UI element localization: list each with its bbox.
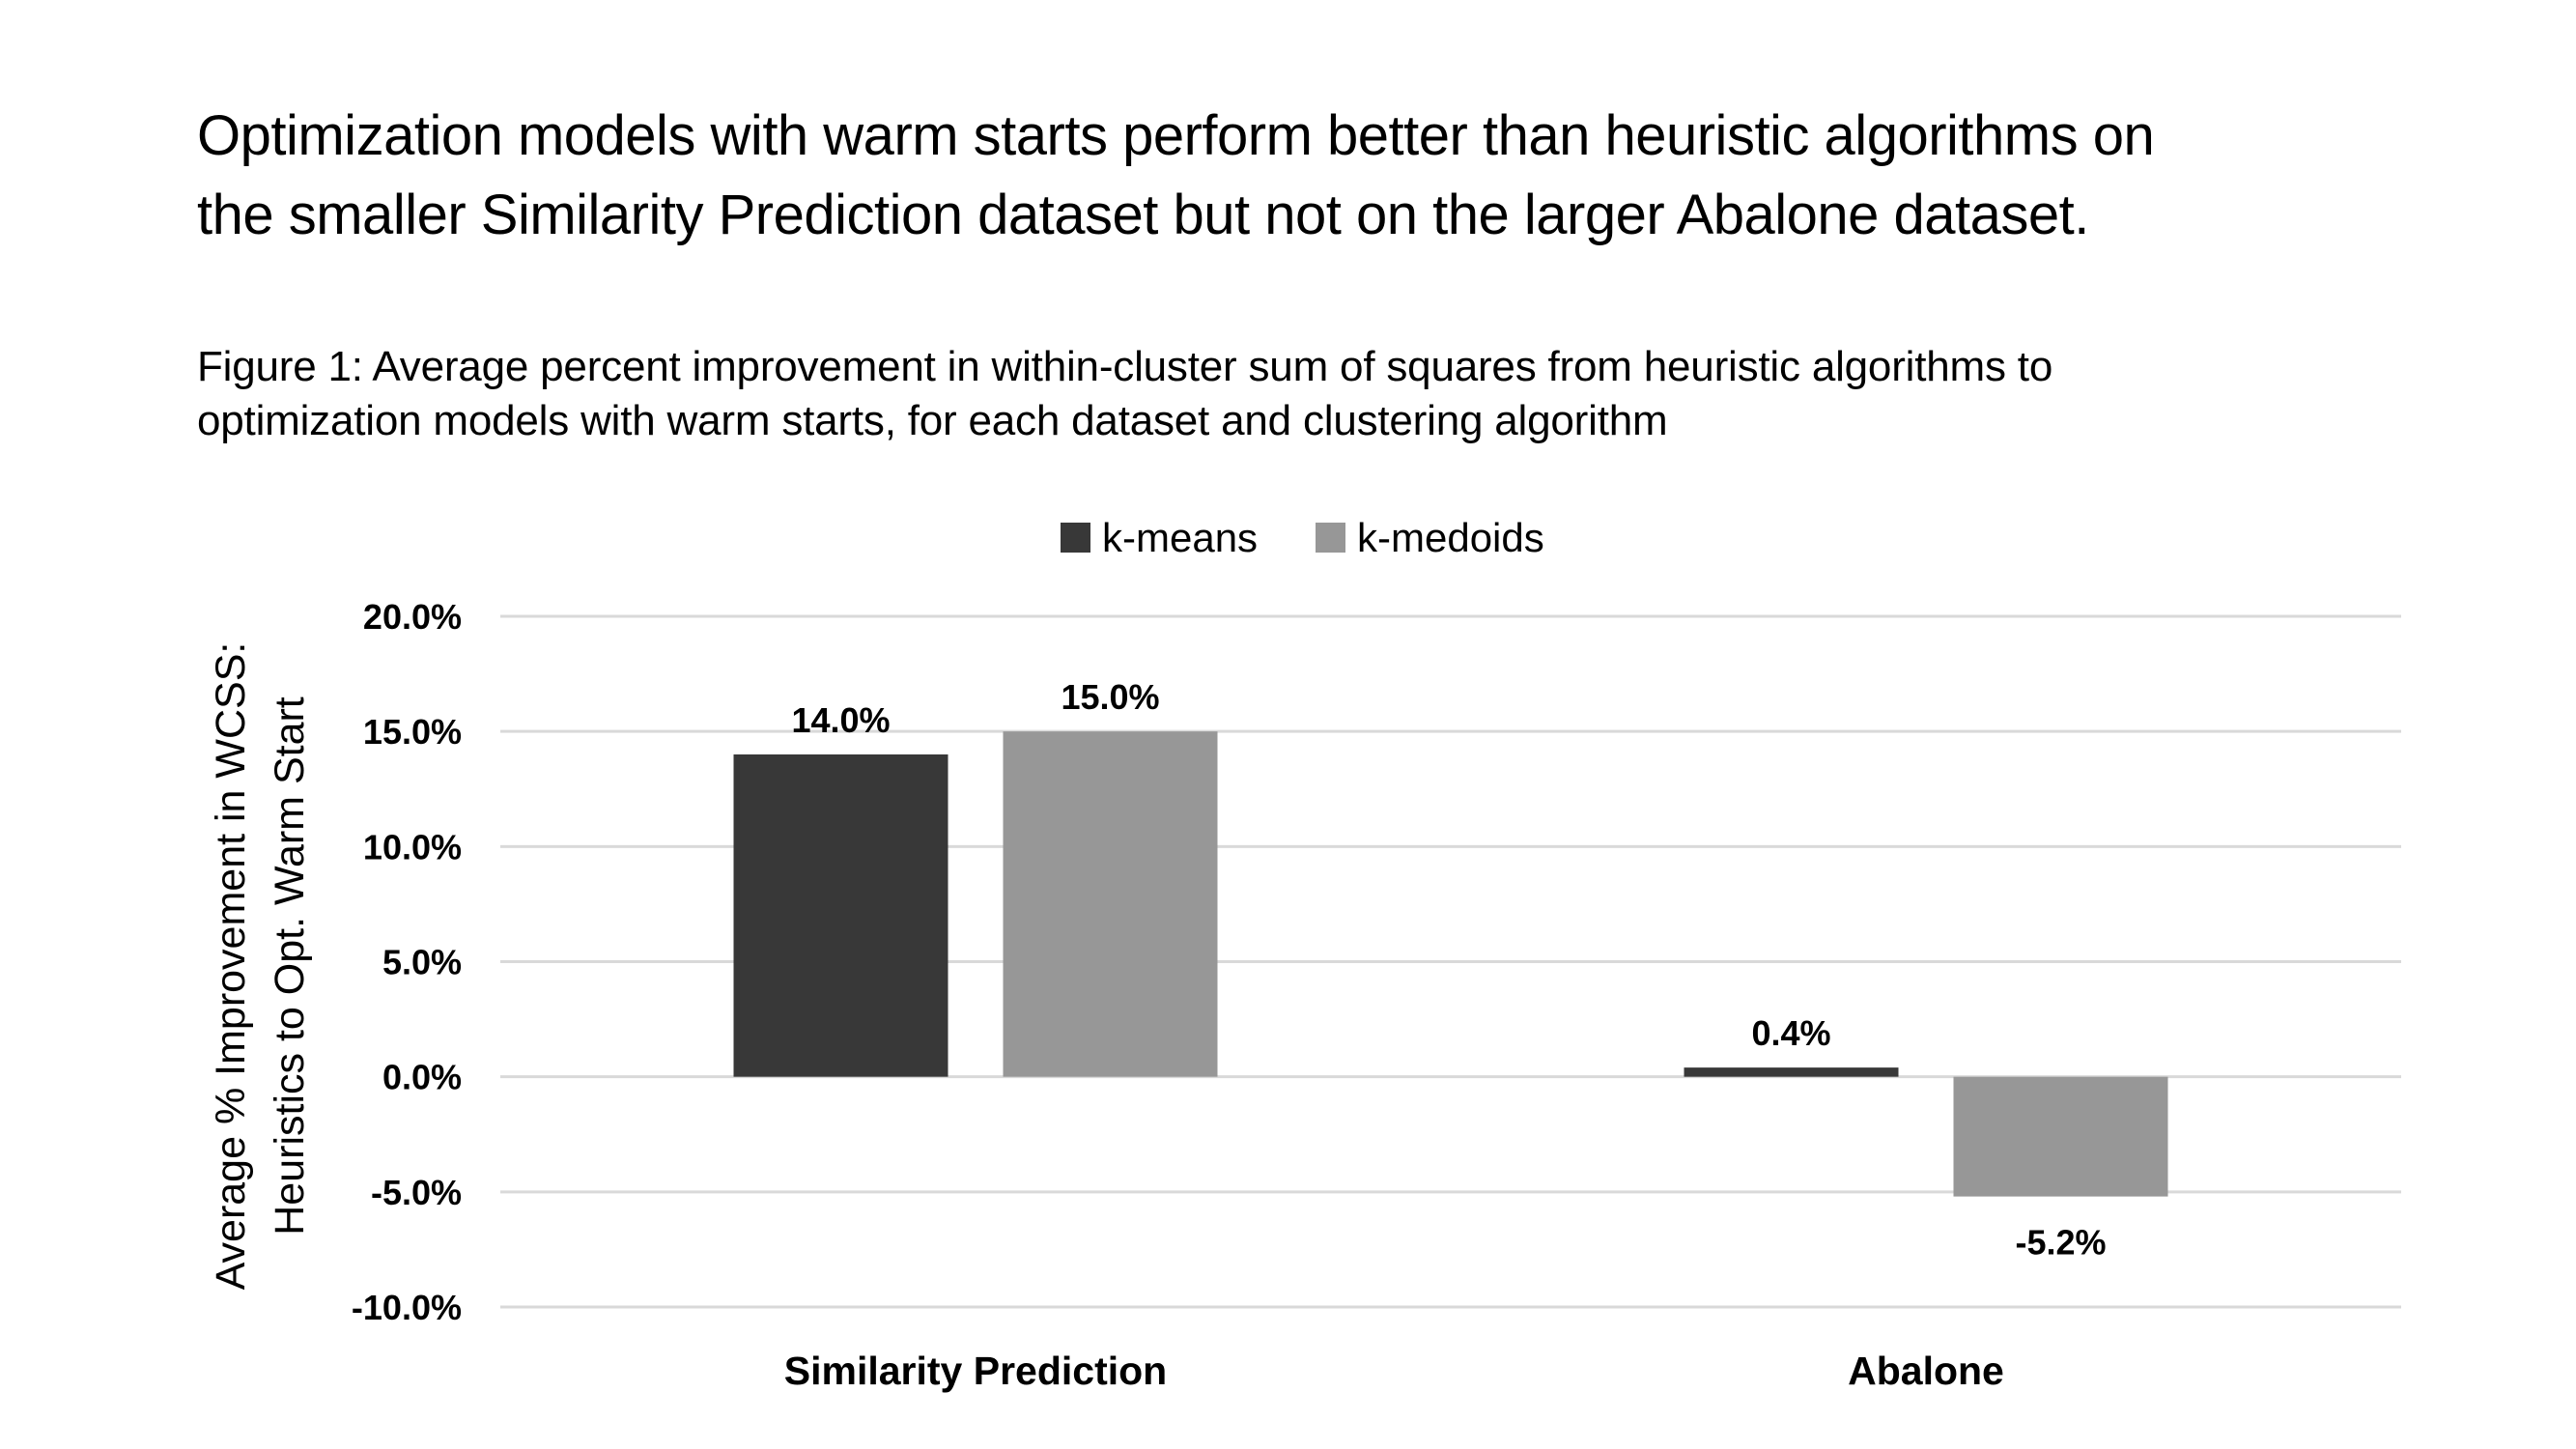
bar-k-medoids-abalone <box>1953 1076 2168 1197</box>
legend-swatch-k-medoids <box>1316 523 1345 553</box>
figure-caption-line-1: Figure 1: Average percent improvement in… <box>197 343 2053 390</box>
data-label: 14.0% <box>791 700 890 740</box>
bar-k-medoids-similarity-prediction <box>1003 731 1218 1077</box>
slide-title-line-1: Optimization models with warm starts per… <box>197 104 2155 167</box>
x-category-label: Similarity Prediction <box>784 1349 1167 1393</box>
bar-k-means-similarity-prediction <box>733 754 948 1077</box>
gridlines <box>500 614 2401 1309</box>
y-tick-label: 5.0% <box>382 943 462 982</box>
data-label: 15.0% <box>1061 677 1159 717</box>
y-tick-label: -10.0% <box>352 1288 462 1327</box>
y-tick-label: 15.0% <box>363 712 462 752</box>
bar-k-means-abalone <box>1684 1067 1899 1077</box>
y-axis-title-line-1: Average % Improvement in WCSS: <box>208 642 254 1291</box>
legend-label-k-means: k-means <box>1102 515 1258 560</box>
legend-label-k-medoids: k-medoids <box>1357 515 1544 560</box>
y-axis-title: Average % Improvement in WCSS: Heuristic… <box>208 642 313 1291</box>
y-tick-label: 20.0% <box>363 597 462 637</box>
y-axis-title-line-2: Heuristics to Opt. Warm Start <box>267 696 313 1236</box>
y-tick-label: 0.0% <box>382 1058 462 1097</box>
legend-swatch-k-means <box>1061 523 1090 553</box>
x-category-label: Abalone <box>1848 1349 2004 1393</box>
legend: k-means k-medoids <box>1061 515 1544 560</box>
slide-title: Optimization models with warm starts per… <box>197 97 2419 255</box>
y-tick-label: 10.0% <box>363 827 462 867</box>
value-labels: 14.0% 15.0% 0.4% -5.2% <box>791 677 2106 1262</box>
y-tick-label: -5.0% <box>371 1173 462 1212</box>
data-label: -5.2% <box>2015 1223 2106 1263</box>
figure-caption-line-2: optimization models with warm starts, fo… <box>197 397 1668 444</box>
figure-caption: Figure 1: Average percent improvement in… <box>197 340 2419 448</box>
data-label: 0.4% <box>1751 1013 1830 1053</box>
bars <box>733 731 2168 1197</box>
y-axis-ticks: 20.0% 15.0% 10.0% 5.0% 0.0% -5.0% -10.0% <box>352 597 462 1327</box>
slide-title-line-2: the smaller Similarity Prediction datase… <box>197 184 2089 246</box>
x-axis-category-labels: Similarity Prediction Abalone <box>784 1349 2004 1393</box>
